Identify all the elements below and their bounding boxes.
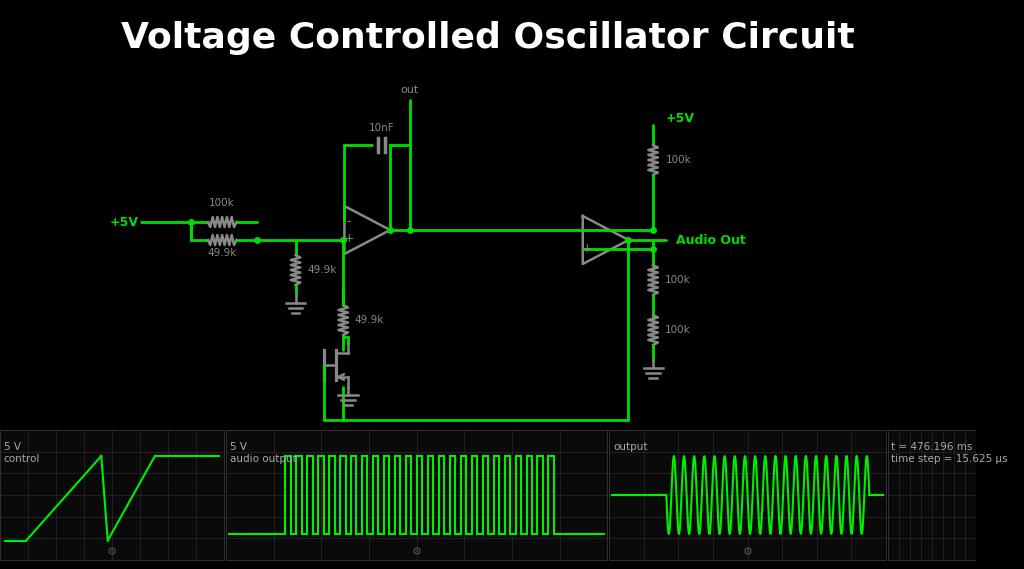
Text: 5 V: 5 V	[229, 442, 247, 452]
Bar	[609, 430, 886, 560]
Text: ⚙: ⚙	[412, 547, 422, 557]
Text: time step = 15.625 μs: time step = 15.625 μs	[892, 454, 1008, 464]
Text: +5V: +5V	[666, 112, 694, 125]
Text: control: control	[4, 454, 40, 464]
Text: +5V: +5V	[110, 216, 138, 229]
Text: 49.9k: 49.9k	[354, 315, 384, 325]
Text: ⚙: ⚙	[742, 547, 753, 557]
Text: 5 V: 5 V	[4, 442, 20, 452]
Text: +: +	[582, 242, 593, 255]
Bar	[888, 430, 976, 560]
Text: -: -	[585, 225, 590, 238]
Text: 100k: 100k	[665, 275, 690, 285]
Text: 100k: 100k	[209, 198, 236, 208]
Text: Audio Out: Audio Out	[676, 233, 745, 246]
Bar	[0, 430, 224, 560]
Bar	[226, 430, 607, 560]
Text: output: output	[613, 442, 647, 452]
Text: ⚙: ⚙	[106, 547, 117, 557]
Text: +: +	[344, 232, 354, 245]
Text: Voltage Controlled Oscillator Circuit: Voltage Controlled Oscillator Circuit	[121, 21, 855, 55]
Text: t = 476.196 ms: t = 476.196 ms	[892, 442, 973, 452]
Text: 100k: 100k	[666, 155, 691, 165]
Text: -: -	[347, 215, 351, 228]
Text: 49.9k: 49.9k	[307, 265, 337, 275]
Text: 49.9k: 49.9k	[208, 248, 237, 258]
Text: 100k: 100k	[665, 325, 690, 335]
Text: out: out	[400, 85, 419, 95]
Text: 10nF: 10nF	[369, 123, 394, 133]
Text: audio output: audio output	[229, 454, 297, 464]
